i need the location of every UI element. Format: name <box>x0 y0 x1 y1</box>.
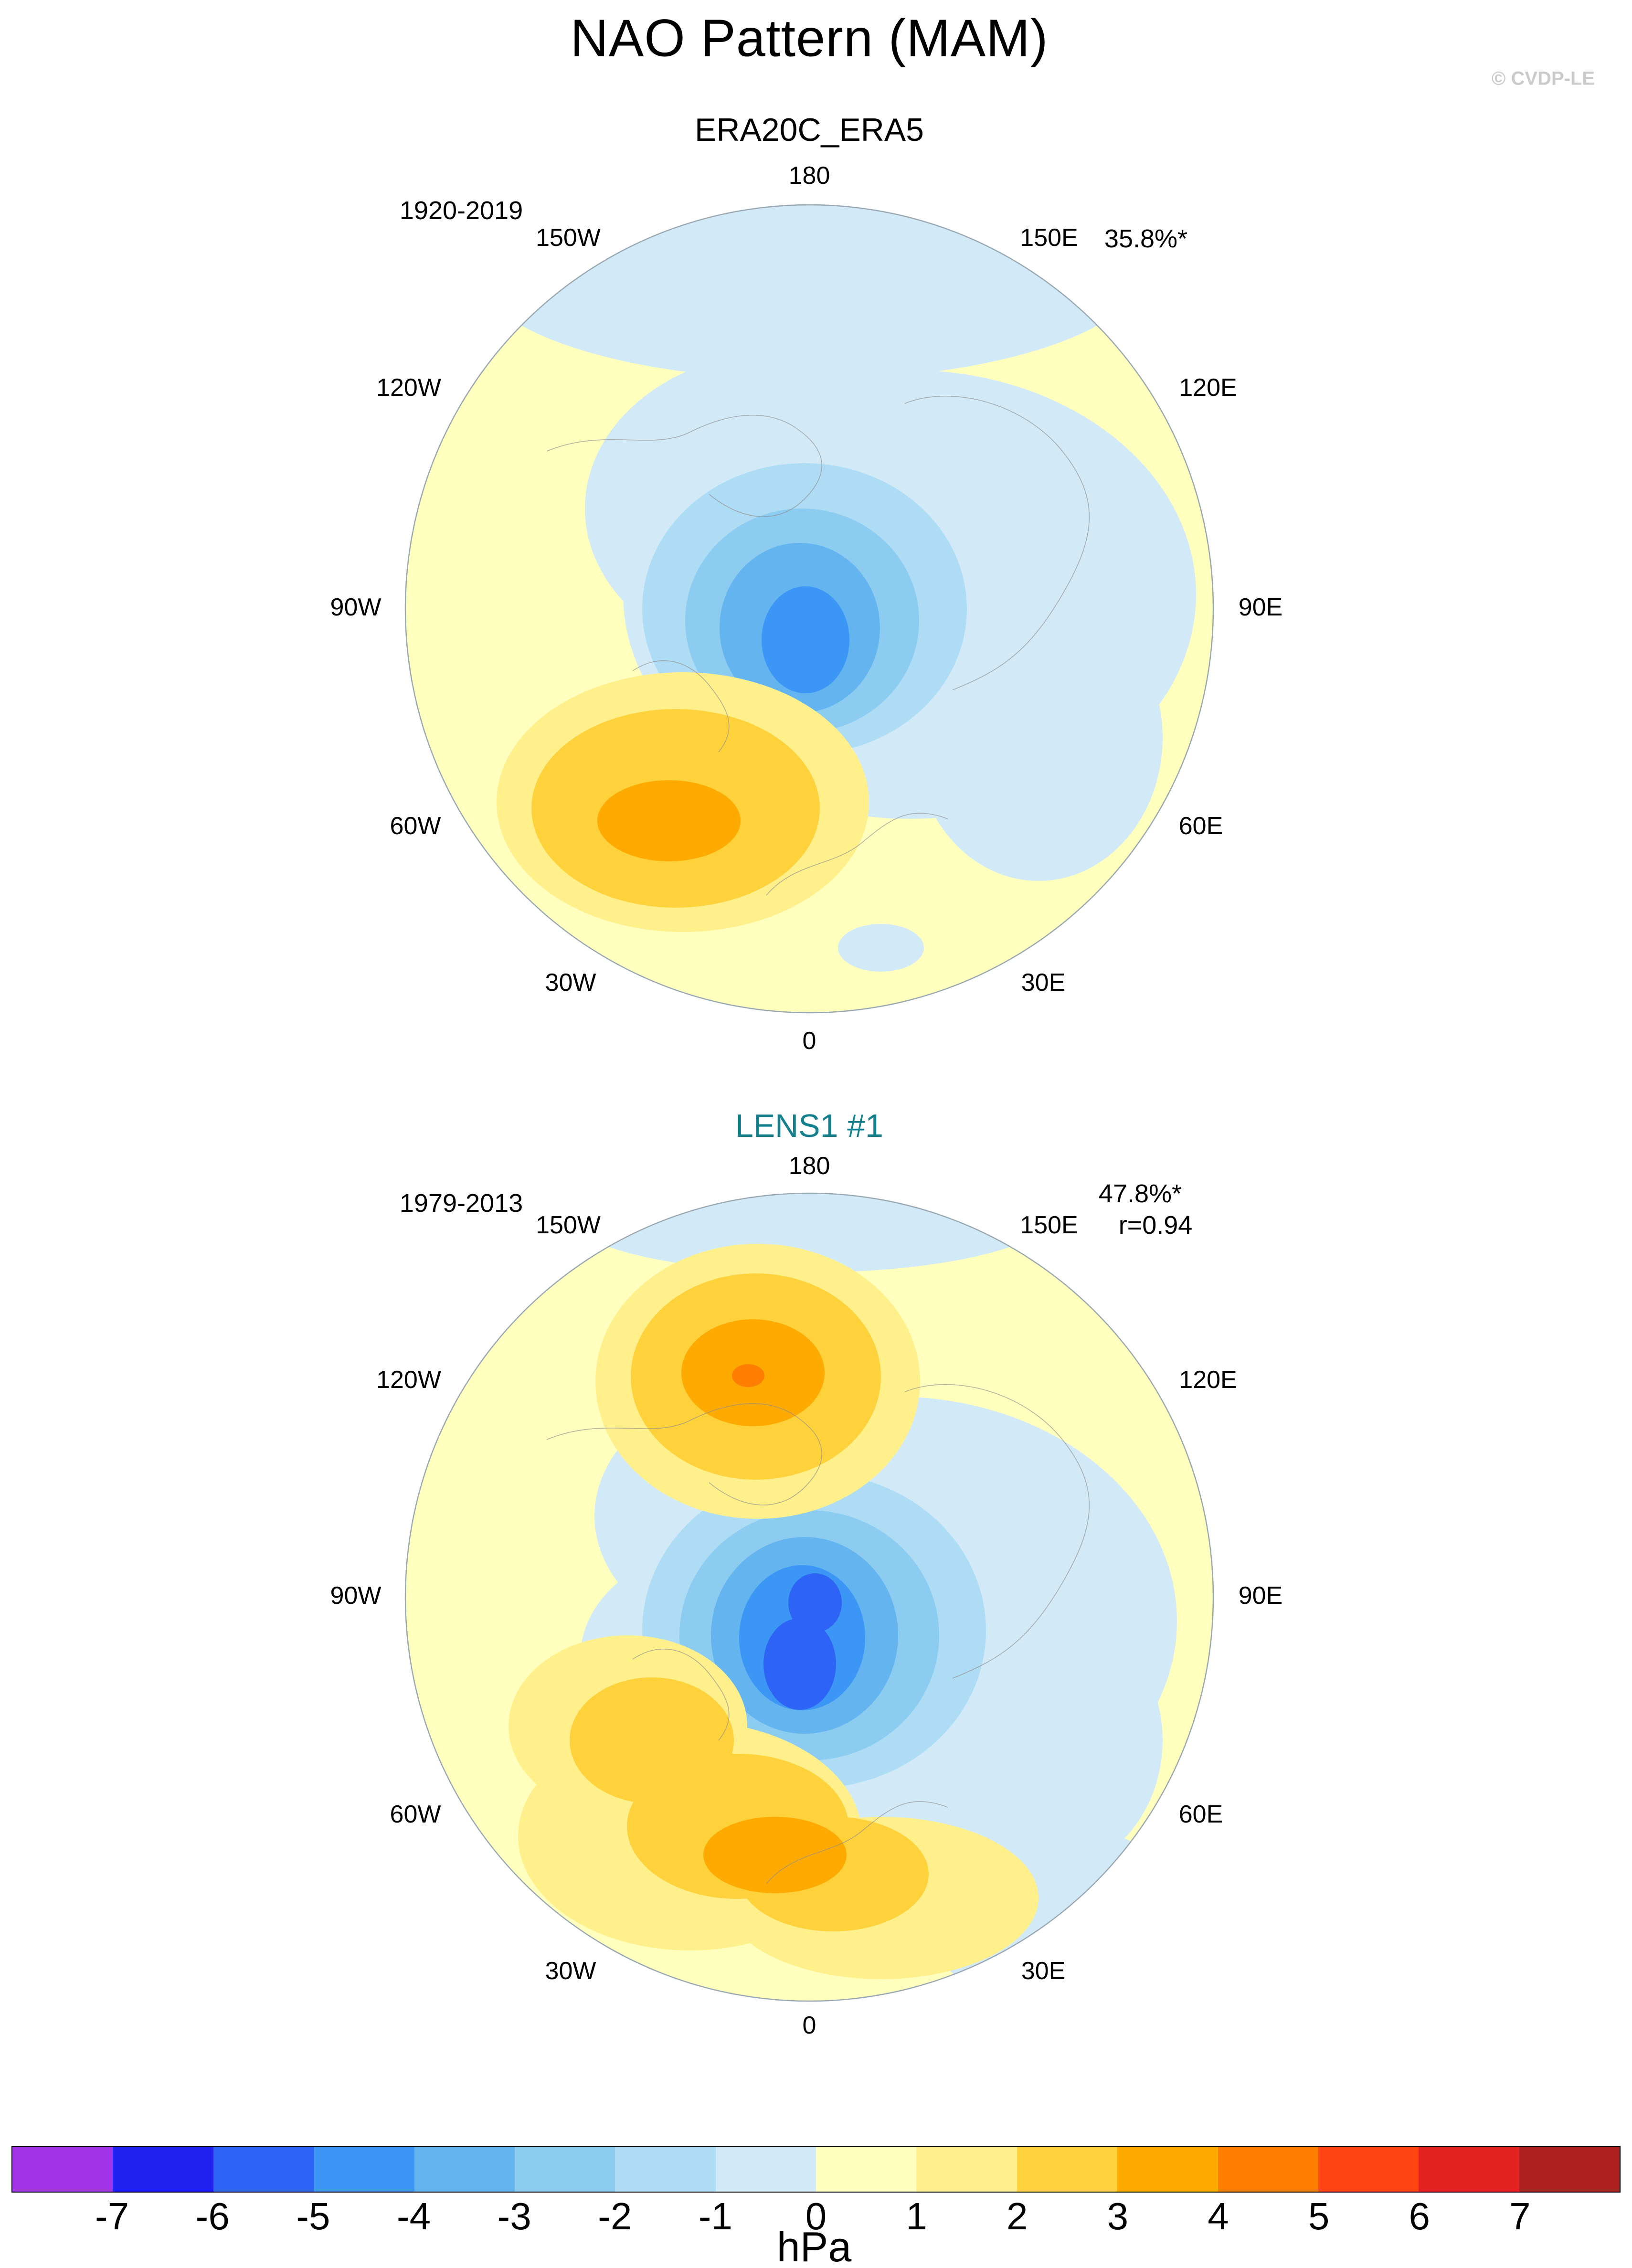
map2-neg01-top <box>561 1193 1058 1272</box>
colorbar-tick-label: -1 <box>698 2195 732 2237</box>
coastline <box>766 1801 948 1884</box>
map2-atlantic-pos34-core <box>703 1817 847 1893</box>
map2-neg01-east <box>924 1607 1163 1874</box>
colorbar-segment <box>213 2147 314 2192</box>
lon-label-0: 0 <box>802 2012 816 2039</box>
colorbar-segment <box>12 2147 113 2192</box>
lon-label-60e: 60E <box>1178 1801 1223 1828</box>
colorbar-tick-label: -7 <box>95 2195 129 2237</box>
map2-pacific-pos45-dot <box>732 1364 764 1387</box>
lon-label-60w: 60W <box>390 1801 441 1828</box>
lon-label-150e: 150E <box>1020 1211 1078 1239</box>
lon-label-150e: 150E <box>1020 224 1078 252</box>
panel2-variance-label: 47.8%* <box>1098 1179 1182 1208</box>
colorbar-tick-label: 5 <box>1308 2195 1330 2237</box>
lon-label-30e: 30E <box>1021 1957 1066 1985</box>
colorbar-tick-label: -2 <box>598 2195 632 2237</box>
cvdp-watermark: © CVDP-LE <box>1491 68 1595 89</box>
lon-label-30e: 30E <box>1021 969 1066 996</box>
colorbar-tick-label: -5 <box>296 2195 330 2237</box>
map1-border-circle <box>404 204 1214 1014</box>
map1-neg01-east <box>914 594 1163 881</box>
coastline <box>766 813 948 896</box>
panel2-subtitle: LENS1 #1 <box>735 1108 883 1144</box>
colorbar-tick-label: 4 <box>1208 2195 1229 2237</box>
colorbar-segment <box>1218 2147 1318 2192</box>
colorbar-segment <box>916 2147 1017 2192</box>
lon-label-60w: 60W <box>390 812 441 840</box>
colorbar-segment <box>414 2147 515 2192</box>
panel1-map <box>404 204 1214 1014</box>
colorbar-segment <box>1117 2147 1218 2192</box>
panel1-subtitle: ERA20C_ERA5 <box>694 112 924 148</box>
colorbar-unit-label: hPa <box>776 2223 852 2268</box>
figure-title: NAO Pattern (MAM) <box>570 9 1049 68</box>
colorbar-segments <box>11 2146 1621 2193</box>
coastline <box>546 1403 822 1505</box>
map2-border-circle <box>404 1192 1214 2002</box>
colorbar-segment <box>715 2147 816 2192</box>
colorbar-segment <box>1017 2147 1118 2192</box>
colorbar-segment <box>314 2147 414 2192</box>
lon-label-60e: 60E <box>1178 812 1223 840</box>
coastline <box>632 660 730 752</box>
lon-label-120e: 120E <box>1179 1366 1237 1394</box>
colorbar-segment <box>1519 2147 1620 2192</box>
colorbar-tick-label: 6 <box>1409 2195 1431 2237</box>
lon-label-30w: 30W <box>545 969 596 996</box>
colorbar-tick-label: 2 <box>1007 2195 1028 2237</box>
lon-label-90w: 90W <box>330 593 382 621</box>
lon-label-120w: 120W <box>376 1366 441 1394</box>
panel2-correlation-label: r=0.94 <box>1118 1211 1193 1240</box>
colorbar-segment <box>1419 2147 1519 2192</box>
panel1-variance-label: 35.8%* <box>1104 224 1188 253</box>
colorbar-tick-label: 1 <box>906 2195 927 2237</box>
colorbar-segment <box>615 2147 716 2192</box>
colorbar-tick-label: -4 <box>396 2195 431 2237</box>
map2-neg56-core2 <box>788 1573 842 1632</box>
colorbar-tick-label: 7 <box>1509 2195 1531 2237</box>
lon-label-90e: 90E <box>1238 1582 1283 1610</box>
map1-neg45-core <box>762 586 849 693</box>
coastline <box>904 1384 1090 1679</box>
colorbar-segment <box>1318 2147 1419 2192</box>
lon-label-120e: 120E <box>1179 374 1237 402</box>
lon-label-90e: 90E <box>1238 593 1283 621</box>
coastline <box>632 1649 730 1741</box>
colorbar-tick-label: 3 <box>1107 2195 1129 2237</box>
colorbar-segment <box>514 2147 615 2192</box>
panel1-period-label: 1920-2019 <box>399 196 523 225</box>
colorbar-tick-label: -3 <box>497 2195 531 2237</box>
lon-label-180: 180 <box>788 162 830 190</box>
lon-label-0: 0 <box>802 1027 816 1055</box>
coastline <box>904 395 1090 690</box>
map2-neg56-core <box>763 1618 836 1710</box>
colorbar-segment <box>113 2147 213 2192</box>
colorbar-tick-label: 0 <box>805 2195 827 2237</box>
map1-pos34-core <box>597 780 741 861</box>
lon-label-150w: 150W <box>536 224 601 252</box>
panel2-period-label: 1979-2013 <box>399 1189 523 1218</box>
lon-label-90w: 90W <box>330 1582 382 1610</box>
lon-label-150w: 150W <box>536 1211 601 1239</box>
colorbar-tick-label: -6 <box>195 2195 230 2237</box>
lon-label-30w: 30W <box>545 1957 596 1985</box>
colorbar-segment <box>816 2147 917 2192</box>
map1-neg01-med <box>838 924 924 972</box>
colorbar-ticks: -7 -6 -5 -4 -3 -2 -1 0 1 2 3 4 5 6 7 <box>11 2194 1621 2238</box>
panel2-map <box>404 1192 1214 2002</box>
coastline <box>546 414 822 517</box>
lon-label-120w: 120W <box>376 374 441 402</box>
lon-label-180: 180 <box>788 1152 830 1180</box>
